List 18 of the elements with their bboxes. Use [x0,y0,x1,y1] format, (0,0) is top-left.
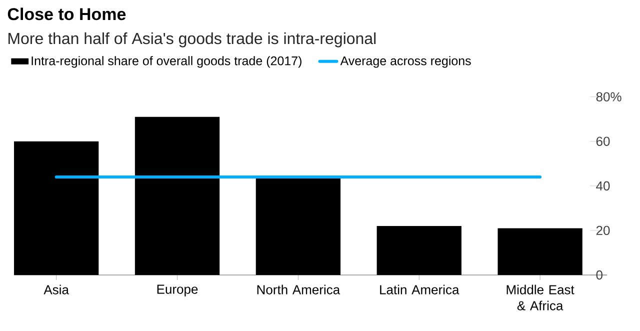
legend-label: Average across regions [340,56,471,68]
bar [376,226,462,275]
bar [134,116,220,275]
chart-title: Close to Home [8,8,126,20]
bar [14,141,99,275]
y-tick-label: 80% [596,92,622,102]
y-tick-label: 0 [596,270,602,280]
x-tick-label: Latin America [380,284,460,294]
chart-subtitle: More than half of Asia's goods trade is intra-regional [8,32,376,48]
x-tick-label: Middle East & Africa [506,284,574,310]
bar [498,228,582,275]
y-tick-label: 40 [596,181,610,191]
x-tick-label: Asia [44,284,69,294]
x-tick-label: North America [257,284,340,294]
y-tick-label: 20 [596,226,610,236]
x-tick-label: Europe [157,284,198,296]
y-tick-label: 60 [596,136,610,146]
legend-label: Intra-regional share of overall goods trade (2017) [32,56,302,68]
